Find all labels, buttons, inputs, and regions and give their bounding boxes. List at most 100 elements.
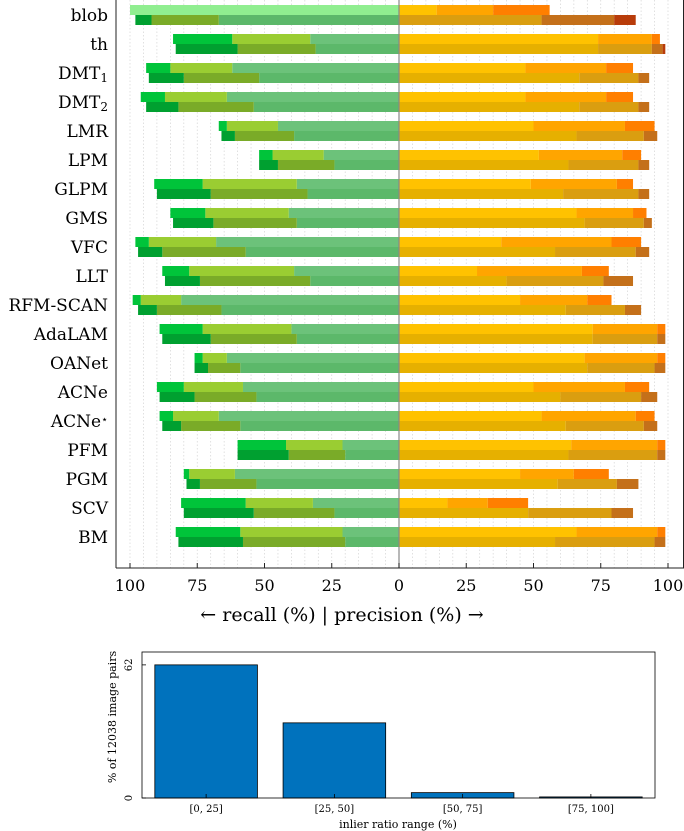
recall-bar-segment bbox=[213, 218, 297, 228]
precision-bar-segment bbox=[399, 15, 542, 25]
x-tick-label: 25 bbox=[322, 576, 342, 595]
recall-bar-segment bbox=[296, 179, 399, 189]
precision-bar-segment bbox=[657, 440, 666, 450]
precision-bar-segment bbox=[399, 218, 585, 228]
recall-bar-segment bbox=[240, 527, 343, 537]
method-label: LLT bbox=[75, 267, 108, 287]
method-subscript: 2 bbox=[100, 100, 108, 114]
precision-bar-segment bbox=[533, 121, 625, 131]
method-label: PGM bbox=[66, 470, 108, 490]
recall-bar-segment bbox=[173, 411, 219, 421]
precision-bar-segment bbox=[501, 237, 612, 247]
recall-bar-segment bbox=[253, 102, 399, 112]
x-tick-label: 100 bbox=[115, 576, 146, 595]
recall-bar-segment bbox=[334, 160, 399, 170]
recall-bar-segment bbox=[288, 208, 399, 218]
precision-bar-segment bbox=[399, 392, 561, 402]
precision-bar-segment bbox=[635, 247, 650, 257]
recall-bar-segment bbox=[156, 305, 222, 315]
histogram-tick-labels: [0, 25] [25, 50] [50, 75] [75, 100] 0 62 bbox=[124, 659, 614, 815]
precision-bar-segment bbox=[560, 392, 642, 402]
method-label: LPM bbox=[68, 151, 108, 171]
precision-bar-segment bbox=[633, 208, 647, 218]
recall-bar-segment bbox=[232, 34, 311, 44]
x-tick-label: 25 bbox=[456, 576, 476, 595]
recall-bar-segment bbox=[181, 421, 241, 431]
method-name: DMT bbox=[58, 64, 101, 84]
recall-bar-segment bbox=[240, 363, 399, 373]
recall-bar-segment bbox=[237, 450, 289, 460]
recall-bar-segment bbox=[199, 276, 311, 286]
precision-bar-segment bbox=[399, 324, 593, 334]
precision-bar-segment bbox=[606, 92, 634, 102]
method-name: ACNe bbox=[57, 383, 108, 403]
recall-bar-segment bbox=[210, 334, 297, 344]
x-tick-label: 50 bbox=[254, 576, 274, 595]
method-label: RFM-SCAN bbox=[8, 296, 108, 316]
precision-bar-segment bbox=[624, 382, 650, 392]
recall-bar-segment bbox=[294, 266, 399, 276]
recall-bar-segment bbox=[164, 92, 227, 102]
recall-bar-segment bbox=[140, 295, 182, 305]
recall-bar-segment bbox=[226, 353, 399, 363]
precision-bar-segment bbox=[557, 479, 617, 489]
precision-bar-segment bbox=[587, 295, 612, 305]
precision-bar-segment bbox=[638, 102, 650, 112]
histogram-frame bbox=[141, 651, 656, 799]
histogram-x-axis-title: inlier ratio range (%) bbox=[339, 818, 457, 831]
precision-bar-segment bbox=[576, 208, 634, 218]
precision-bar-segment bbox=[493, 5, 550, 15]
recall-bar-segment bbox=[183, 508, 254, 518]
precision-bar-segment bbox=[592, 324, 658, 334]
recall-bar-segment bbox=[342, 440, 399, 450]
method-name: GLPM bbox=[54, 180, 108, 200]
method-name: PGM bbox=[66, 470, 108, 490]
precision-bar-segment bbox=[643, 218, 652, 228]
recall-bar-segment bbox=[162, 247, 246, 257]
precision-bar-segment bbox=[579, 73, 639, 83]
recall-bar-segment bbox=[181, 295, 399, 305]
recall-bar-segment bbox=[162, 334, 211, 344]
recall-bar-segment bbox=[226, 92, 399, 102]
recall-bar-segment bbox=[173, 34, 233, 44]
precision-bar-segment bbox=[657, 450, 666, 460]
x-tick-labels: 100 75 50 25 0 25 50 75 100 bbox=[115, 563, 684, 595]
precision-bar-segment bbox=[399, 63, 526, 73]
recall-bar-segment bbox=[245, 498, 313, 508]
histogram-y-tick-label: 0 bbox=[124, 795, 135, 801]
method-label: ACNe bbox=[57, 383, 108, 403]
method-labels: blobthDMT1DMT2LMRLPMGLPMGMSVFCLLTRFM-SCA… bbox=[8, 6, 109, 548]
method-label: ACNe⋆ bbox=[50, 412, 108, 432]
precision-bar-segment bbox=[399, 266, 478, 276]
recall-bar-segment bbox=[138, 305, 157, 315]
precision-bar-segment bbox=[584, 218, 644, 228]
precision-bar-segment bbox=[530, 179, 617, 189]
recall-bar-segment bbox=[272, 150, 324, 160]
recall-bar-segment bbox=[288, 450, 346, 460]
histogram-bar bbox=[154, 664, 258, 799]
recall-bar-segment bbox=[194, 363, 209, 373]
precision-bar-segment bbox=[651, 44, 663, 54]
recall-bar-segment bbox=[256, 392, 399, 402]
precision-bar-segment bbox=[533, 382, 625, 392]
histogram-y-tick-label: 62 bbox=[124, 659, 135, 672]
chart-bars bbox=[130, 5, 666, 547]
precision-bar-segment bbox=[399, 131, 577, 141]
recall-bar-segment bbox=[221, 305, 399, 315]
x-tick-label: 100 bbox=[653, 576, 684, 595]
recall-bar-segment bbox=[175, 44, 238, 54]
recall-bar-segment bbox=[178, 537, 243, 547]
precision-bar-segment bbox=[436, 5, 494, 15]
precision-bar-segment bbox=[399, 150, 539, 160]
recall-bar-segment bbox=[183, 382, 243, 392]
recall-bar-segment bbox=[132, 295, 141, 305]
method-name: LMR bbox=[67, 122, 110, 142]
precision-bar-segment bbox=[581, 266, 609, 276]
precision-bar-segment bbox=[657, 334, 666, 344]
precision-bar-segment bbox=[568, 160, 639, 170]
recall-bar-segment bbox=[148, 237, 217, 247]
recall-bar-segment bbox=[345, 537, 399, 547]
precision-bar-segment bbox=[399, 382, 534, 392]
recall-bar-segment bbox=[170, 63, 233, 73]
precision-bar-segment bbox=[598, 34, 652, 44]
